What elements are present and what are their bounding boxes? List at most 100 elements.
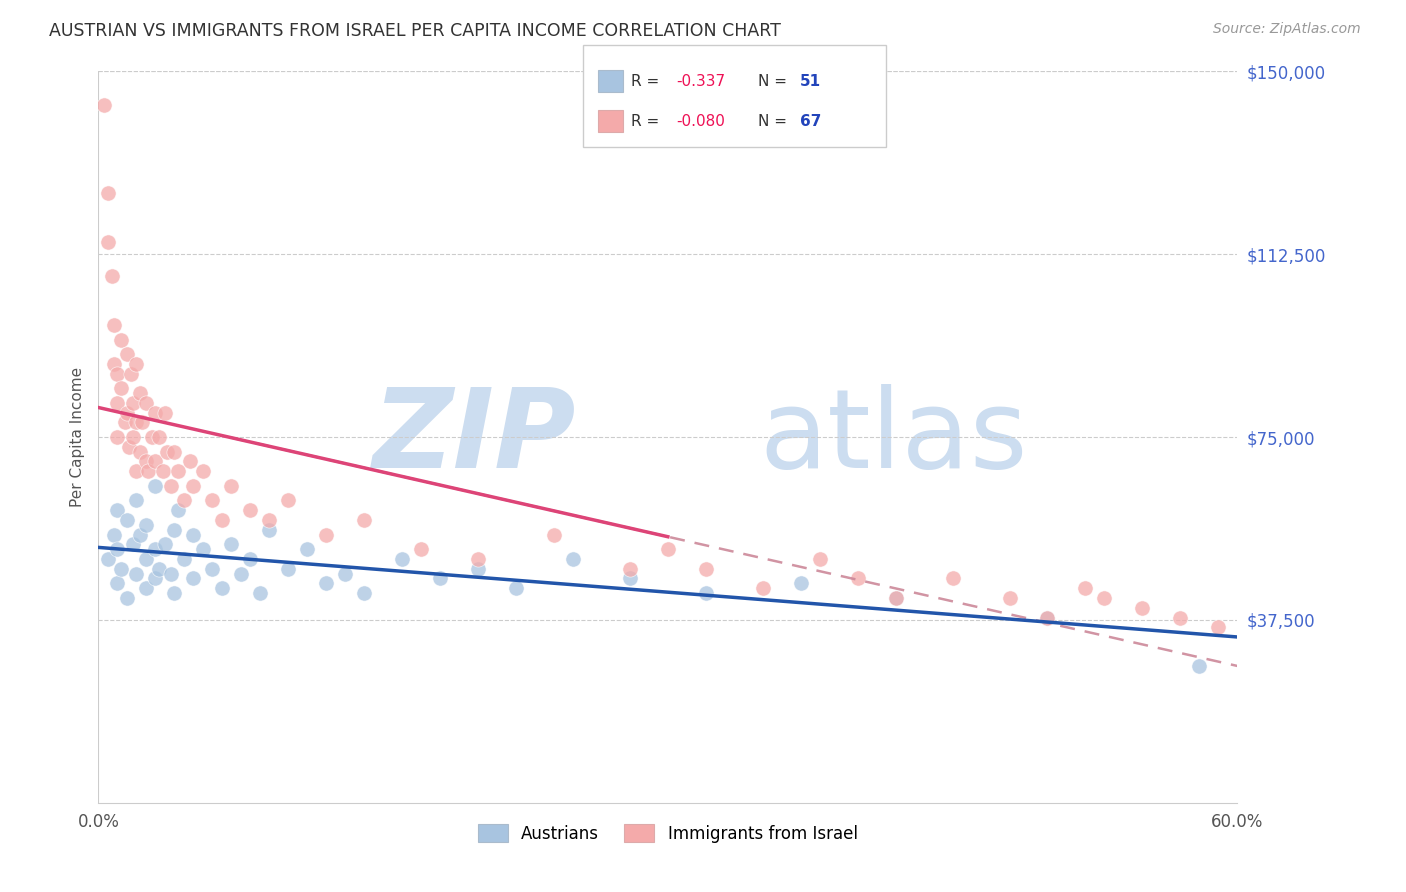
Point bbox=[1074, 581, 1097, 595]
Point bbox=[173, 493, 195, 508]
Point bbox=[153, 406, 176, 420]
Text: atlas: atlas bbox=[759, 384, 1028, 491]
Point bbox=[141, 430, 163, 444]
Point bbox=[884, 591, 907, 605]
Point bbox=[148, 562, 170, 576]
Text: -0.080: -0.080 bbox=[676, 114, 725, 128]
Point bbox=[152, 464, 174, 478]
Point bbox=[125, 357, 148, 371]
Text: N =: N = bbox=[758, 74, 792, 88]
Point bbox=[121, 537, 143, 551]
Point bbox=[107, 396, 129, 410]
Point bbox=[136, 464, 159, 478]
Point bbox=[163, 444, 186, 458]
Text: ZIP: ZIP bbox=[373, 384, 576, 491]
Point bbox=[115, 406, 138, 420]
Point bbox=[201, 562, 224, 576]
Point bbox=[114, 416, 136, 430]
Point bbox=[1036, 610, 1059, 624]
Point bbox=[125, 566, 148, 581]
Text: N =: N = bbox=[758, 114, 792, 128]
Point bbox=[135, 517, 157, 532]
Point bbox=[391, 552, 413, 566]
Text: -0.337: -0.337 bbox=[676, 74, 725, 88]
Point bbox=[1132, 600, 1154, 615]
Point bbox=[159, 566, 181, 581]
Point bbox=[619, 562, 641, 576]
Point bbox=[201, 493, 224, 508]
Point bbox=[1094, 591, 1116, 605]
Point bbox=[167, 503, 190, 517]
Point bbox=[657, 542, 679, 557]
Text: AUSTRIAN VS IMMIGRANTS FROM ISRAEL PER CAPITA INCOME CORRELATION CHART: AUSTRIAN VS IMMIGRANTS FROM ISRAEL PER C… bbox=[49, 22, 782, 40]
Point bbox=[97, 552, 120, 566]
Point bbox=[145, 542, 167, 557]
Point bbox=[145, 406, 167, 420]
Text: R =: R = bbox=[631, 74, 665, 88]
Point bbox=[695, 586, 717, 600]
Point bbox=[103, 527, 125, 541]
Point bbox=[942, 572, 965, 586]
Point bbox=[1036, 610, 1059, 624]
Point bbox=[259, 523, 281, 537]
Point bbox=[259, 513, 281, 527]
Point bbox=[467, 562, 489, 576]
Point bbox=[110, 562, 132, 576]
Point bbox=[125, 416, 148, 430]
Point bbox=[100, 269, 122, 284]
Point bbox=[129, 386, 152, 401]
Point bbox=[467, 552, 489, 566]
Point bbox=[107, 503, 129, 517]
Point bbox=[183, 572, 205, 586]
Point bbox=[159, 479, 181, 493]
Point bbox=[808, 552, 831, 566]
Point bbox=[110, 333, 132, 347]
Point bbox=[131, 416, 153, 430]
Point bbox=[145, 572, 167, 586]
Y-axis label: Per Capita Income: Per Capita Income bbox=[69, 367, 84, 508]
Point bbox=[1208, 620, 1230, 634]
Point bbox=[543, 527, 565, 541]
Point bbox=[129, 444, 152, 458]
Point bbox=[998, 591, 1021, 605]
Point bbox=[211, 581, 233, 595]
Point bbox=[107, 430, 129, 444]
Point bbox=[179, 454, 201, 468]
Point bbox=[167, 464, 190, 478]
Legend: Austrians, Immigrants from Israel: Austrians, Immigrants from Israel bbox=[471, 818, 865, 849]
Point bbox=[353, 586, 375, 600]
Point bbox=[505, 581, 527, 595]
Point bbox=[173, 552, 195, 566]
Point bbox=[211, 513, 233, 527]
Point bbox=[249, 586, 271, 600]
Point bbox=[562, 552, 585, 566]
Point bbox=[107, 576, 129, 591]
Point bbox=[790, 576, 813, 591]
Point bbox=[315, 527, 337, 541]
Point bbox=[135, 396, 157, 410]
Point bbox=[239, 552, 262, 566]
Point bbox=[110, 381, 132, 395]
Point bbox=[107, 542, 129, 557]
Point bbox=[315, 576, 337, 591]
Point bbox=[107, 367, 129, 381]
Point bbox=[135, 552, 157, 566]
Point bbox=[115, 513, 138, 527]
Point bbox=[846, 572, 869, 586]
Text: R =: R = bbox=[631, 114, 665, 128]
Point bbox=[183, 527, 205, 541]
Point bbox=[163, 523, 186, 537]
Point bbox=[163, 586, 186, 600]
Point bbox=[239, 503, 262, 517]
Point bbox=[125, 464, 148, 478]
Point bbox=[115, 347, 138, 361]
Point bbox=[277, 493, 299, 508]
Point bbox=[156, 444, 179, 458]
Point bbox=[153, 537, 176, 551]
Point bbox=[118, 440, 141, 454]
Point bbox=[93, 98, 115, 112]
Point bbox=[884, 591, 907, 605]
Point bbox=[145, 479, 167, 493]
Point bbox=[221, 479, 243, 493]
Point bbox=[121, 396, 143, 410]
